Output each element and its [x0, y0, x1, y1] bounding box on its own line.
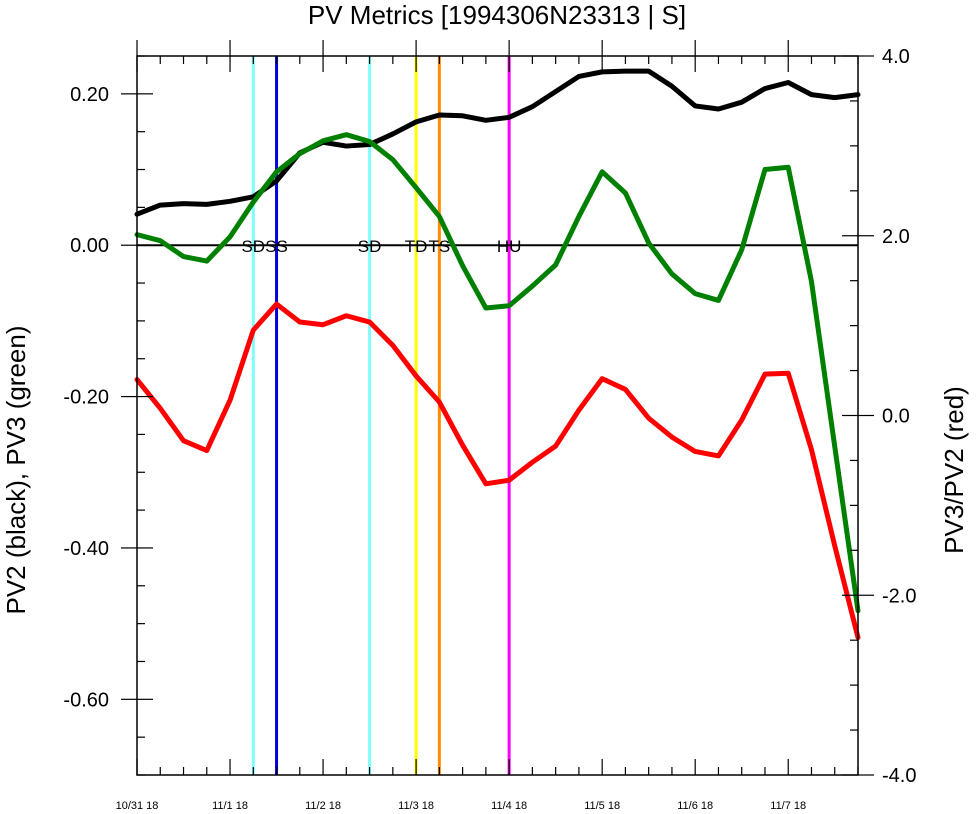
- event-label-ss-1: SS: [265, 237, 288, 256]
- event-label-sd-2: SD: [358, 237, 382, 256]
- series-group: [134, 68, 861, 640]
- x-axis: 10/31 18 11/1 18 11/2 18 11/3 18 11/4 18 11/5…: [116, 40, 859, 812]
- pv3-pv2-ratio-line: [134, 301, 861, 640]
- y-left-tick-label: -0.40: [63, 538, 109, 560]
- chart-title: PV Metrics [1994306N23313 | S]: [308, 0, 686, 30]
- event-label-ts-4: TS: [428, 237, 450, 256]
- x-tick-label: 11/5 18: [584, 800, 620, 812]
- y-right-tick-label: 4.0: [882, 46, 910, 68]
- y-right-tick-label: 0.0: [882, 406, 910, 428]
- x-tick-label: 11/3 18: [398, 800, 434, 812]
- y-right-tick-label: -4.0: [882, 765, 916, 787]
- y-right-tick-label: -2.0: [882, 585, 916, 607]
- x-tick-label: 10/31 18: [116, 800, 159, 812]
- left-y-axis-title: PV2 (black), PV3 (green): [1, 325, 31, 614]
- x-tick-label: 11/2 18: [305, 800, 341, 812]
- pv3-line: [134, 132, 861, 614]
- plot-frame: [136, 55, 859, 776]
- x-tick-label: 11/4 18: [491, 800, 527, 812]
- pv2-line: [134, 68, 861, 217]
- event-label-hu-5: HU: [497, 237, 522, 256]
- x-tick-label: 11/7 18: [770, 800, 806, 812]
- y-left-tick-label: -0.20: [63, 387, 109, 409]
- y-left-tick-label: -0.60: [63, 689, 109, 711]
- event-label-sd-0: SD: [241, 237, 265, 256]
- event-labels: SD SS SD TD TS HU: [241, 237, 521, 256]
- left-y-axis: 0.20 0.00 -0.20 -0.40 -0.60: [63, 55, 153, 776]
- y-left-tick-label: 0.00: [70, 235, 109, 257]
- x-tick-label: 11/1 18: [212, 800, 248, 812]
- y-left-tick-label: 0.20: [70, 84, 109, 106]
- y-right-tick-label: 2.0: [882, 226, 910, 248]
- right-y-axis: 4.0 2.0 0.0 -2.0 -4.0: [842, 46, 916, 787]
- event-label-td-3: TD: [405, 237, 428, 256]
- right-y-axis-title: PV3/PV2 (red): [939, 386, 969, 554]
- x-tick-label: 11/6 18: [677, 800, 713, 812]
